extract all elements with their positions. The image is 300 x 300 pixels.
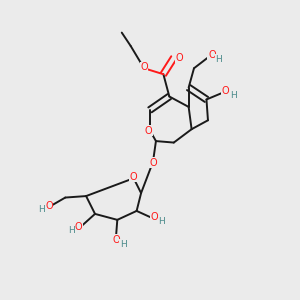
Text: H: H	[38, 205, 45, 214]
Text: O: O	[145, 126, 152, 136]
Text: O: O	[175, 53, 183, 63]
Text: O: O	[140, 62, 148, 72]
Text: O: O	[208, 50, 216, 60]
Text: H: H	[120, 240, 127, 249]
Text: H: H	[68, 226, 75, 235]
Text: H: H	[230, 91, 237, 100]
Text: O: O	[222, 85, 230, 96]
Text: O: O	[112, 235, 120, 245]
Text: O: O	[45, 201, 53, 211]
Text: H: H	[158, 217, 165, 226]
Text: O: O	[75, 222, 82, 232]
Text: O: O	[149, 158, 157, 168]
Text: H: H	[216, 55, 222, 64]
Text: O: O	[151, 212, 158, 223]
Text: O: O	[130, 172, 137, 182]
